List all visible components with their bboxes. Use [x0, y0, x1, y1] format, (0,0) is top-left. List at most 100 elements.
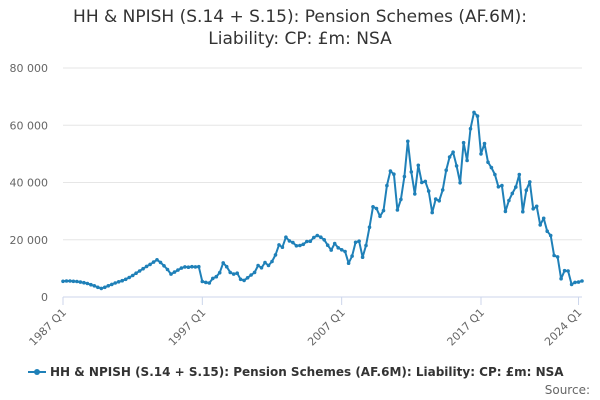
data-point: [231, 272, 236, 276]
data-point: [259, 266, 264, 270]
data-point: [123, 277, 128, 282]
data-point: [433, 197, 438, 201]
data-point: [245, 276, 250, 280]
data-point: [207, 281, 212, 285]
data-point: [179, 266, 184, 270]
data-point: [381, 208, 386, 213]
legend[interactable]: HH & NPISH (S.14 + S.15): Pension Scheme…: [28, 363, 564, 381]
data-point: [552, 253, 556, 258]
data-point: [378, 214, 382, 219]
data-point: [524, 188, 529, 192]
data-point: [555, 255, 560, 259]
data-point: [562, 268, 567, 273]
data-point: [315, 233, 320, 238]
data-point: [357, 239, 361, 243]
data-point: [294, 244, 299, 248]
data-point: [110, 282, 114, 287]
data-point: [221, 261, 225, 265]
data-point: [308, 239, 313, 243]
x-tick-label: 2007 Q1: [305, 306, 348, 349]
data-point: [392, 172, 396, 176]
data-point: [319, 235, 323, 239]
data-point: [200, 279, 205, 284]
data-point: [576, 280, 581, 284]
data-point: [437, 199, 442, 203]
data-point: [301, 242, 306, 247]
data-point: [228, 270, 232, 275]
legend-label: HH & NPISH (S.14 + S.15): Pension Scheme…: [50, 365, 564, 379]
data-point: [454, 164, 459, 168]
data-point: [339, 248, 344, 252]
data-point: [68, 279, 72, 283]
data-point: [353, 240, 358, 245]
data-point: [475, 114, 480, 118]
data-point: [252, 270, 257, 275]
data-point: [517, 172, 522, 177]
data-point: [256, 263, 260, 268]
y-tick-label: 60 000: [10, 119, 49, 132]
data-point: [413, 192, 417, 196]
data-point: [183, 265, 187, 269]
data-point: [521, 209, 525, 214]
data-point: [364, 243, 368, 248]
data-point: [566, 269, 570, 273]
data-point: [277, 243, 281, 247]
data-point: [385, 183, 389, 188]
data-point: [423, 179, 428, 184]
data-point: [214, 274, 219, 279]
data-point: [569, 282, 574, 287]
data-point: [409, 170, 414, 174]
data-point: [503, 209, 508, 214]
data-point: [406, 139, 410, 144]
data-point: [176, 268, 180, 272]
data-point: [151, 260, 156, 264]
data-point: [134, 271, 138, 276]
data-point: [284, 235, 288, 239]
data-point: [280, 245, 285, 249]
chart-title: HH & NPISH (S.14 + S.15): Pension Scheme…: [0, 6, 600, 50]
data-point: [127, 275, 131, 280]
data-point: [165, 267, 170, 272]
legend-swatch: [28, 369, 46, 375]
data-point: [534, 204, 539, 209]
x-tick-label: 1997 Q1: [166, 306, 209, 349]
data-point: [85, 281, 90, 286]
data-point: [305, 239, 309, 244]
data-point: [92, 284, 97, 288]
data-point: [249, 273, 253, 277]
data-point: [346, 261, 351, 266]
data-point: [64, 279, 69, 283]
data-point: [235, 271, 239, 276]
data-point: [211, 276, 215, 281]
data-point: [78, 280, 83, 284]
data-point: [580, 279, 584, 283]
data-point: [99, 286, 104, 291]
data-point: [162, 264, 166, 268]
y-tick-label: 20 000: [10, 234, 49, 247]
data-point: [507, 198, 511, 203]
x-tick-label: 2017 Q1: [445, 306, 488, 349]
data-point: [548, 233, 553, 238]
data-point: [444, 168, 449, 172]
data-point: [500, 183, 504, 188]
data-point: [155, 258, 159, 262]
credits[interactable]: Source:: [544, 383, 590, 397]
data-point: [270, 259, 274, 264]
data-point: [426, 189, 431, 193]
data-point: [172, 270, 177, 274]
chart-title-line-1: HH & NPISH (S.14 + S.15): Pension Scheme…: [73, 7, 527, 27]
data-point: [388, 169, 393, 173]
data-point: [416, 163, 421, 168]
data-point: [103, 285, 107, 290]
data-point: [144, 264, 149, 269]
data-point: [559, 276, 563, 281]
data-point: [186, 265, 191, 270]
data-point: [82, 280, 86, 285]
y-tick-label: 80 000: [10, 62, 49, 75]
data-point: [113, 281, 117, 285]
data-point: [472, 110, 476, 115]
data-point: [190, 264, 194, 269]
data-point: [402, 174, 407, 179]
data-point: [371, 205, 375, 209]
